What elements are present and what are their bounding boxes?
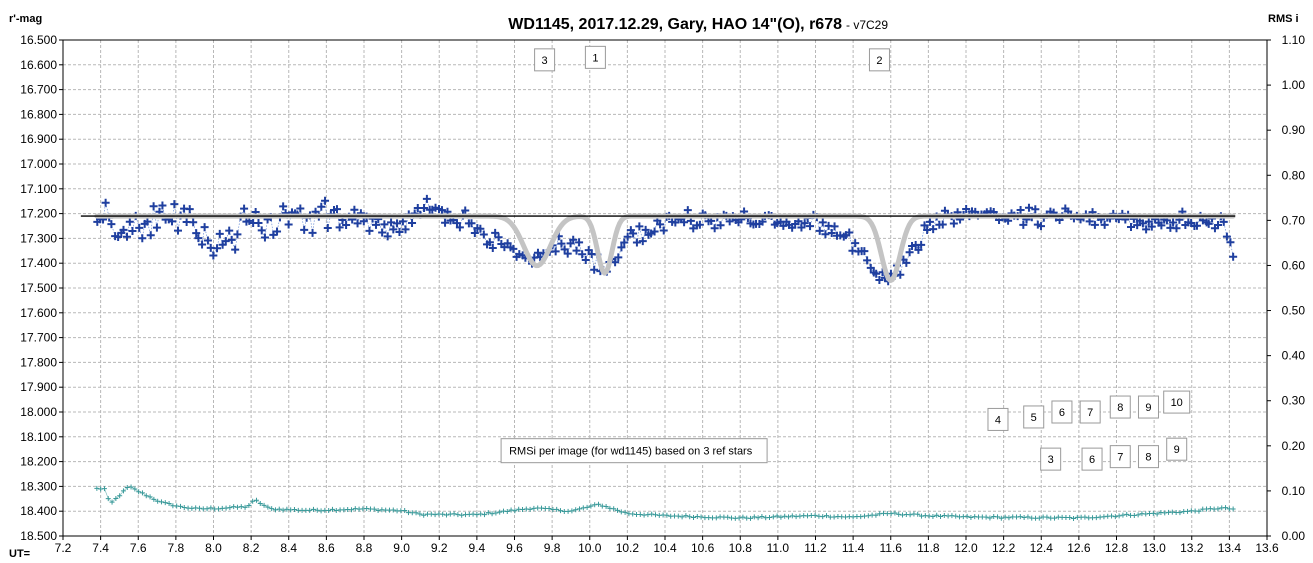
x-tick-label: 7.4 [92,541,109,555]
y-left-tick-label: 16.900 [20,132,57,146]
x-tick-label: 10.6 [691,541,715,555]
y-left-tick-label: 18.400 [20,504,57,518]
y-right-tick-label: 0.30 [1282,394,1306,408]
x-tick-label: 10.4 [653,541,677,555]
x-tick-label: 12.8 [1105,541,1129,555]
x-tick-label: 11.4 [842,541,865,555]
rms-label: 6 [1089,454,1095,466]
x-tick-label: 7.2 [55,541,72,555]
rms-label: 5 [1031,412,1037,424]
x-tick-label: 10.0 [578,541,602,555]
y-right-tick-label: 0.40 [1282,349,1306,363]
x-tick-label: 13.4 [1218,541,1242,555]
x-tick-label: 12.4 [1030,541,1054,555]
x-tick-label: 11.8 [917,541,940,555]
y-left-tick-label: 17.500 [20,281,57,295]
x-tick-label: 13.6 [1255,541,1279,555]
x-tick-label: 8.0 [205,541,222,555]
y-left-tick-label: 17.900 [20,380,57,394]
y-left-tick-label: 17.700 [20,331,57,345]
x-tick-label: 7.8 [168,541,185,555]
x-tick-label: 10.2 [616,541,640,555]
y-left-tick-label: 18.100 [20,430,57,444]
y-left-tick-label: 17.000 [20,157,57,171]
x-tick-label: 9.2 [431,541,448,555]
y-left-tick-label: 16.700 [20,83,57,97]
annotation-text: RMSi per image (for wd1145) based on 3 r… [509,446,753,458]
rms-label: 7 [1117,452,1123,464]
x-tick-label: 12.6 [1067,541,1091,555]
y-left-tick-label: 16.600 [20,58,57,72]
dip-label: 3 [542,55,548,67]
y-axis-right-title: RMS i [1268,13,1299,25]
y-right-tick-label: 0.20 [1282,439,1306,453]
y-left-tick-label: 17.100 [20,182,57,196]
y-right-tick-label: 0.00 [1282,529,1306,543]
x-tick-label: 8.2 [243,541,260,555]
y-right-tick-label: 0.60 [1282,258,1306,272]
rms-label: 9 [1145,402,1151,414]
y-right-tick-label: 0.80 [1282,168,1306,182]
x-axis-title: UT= [9,548,30,560]
x-tick-label: 8.8 [356,541,373,555]
y-right-tick-label: 0.70 [1282,213,1306,227]
rms-label: 8 [1117,402,1123,414]
y-right-tick-label: 1.10 [1282,33,1306,47]
y-left-tick-label: 17.300 [20,231,57,245]
y-right-tick-label: 0.10 [1282,484,1306,498]
x-tick-label: 8.4 [280,541,297,555]
x-tick-label: 7.6 [130,541,147,555]
chart-title: WD1145, 2017.12.29, Gary, HAO 14"(O), r6… [508,16,842,33]
y-left-tick-label: 17.600 [20,306,57,320]
rms-label: 4 [995,414,1001,426]
y-left-tick-label: 18.500 [20,529,57,543]
rms-label: 7 [1087,407,1093,419]
dip-label: 2 [876,55,882,67]
x-tick-label: 9.8 [544,541,561,555]
y-left-tick-label: 17.200 [20,207,57,221]
x-tick-label: 12.2 [992,541,1016,555]
y-axis-left-ticks: 16.500 16.600 16.700 16.800 16.900 17.000 17.1… [20,33,63,543]
chart-subtitle: - v7C29 [846,18,888,32]
y-left-tick-label: 17.800 [20,355,57,369]
x-tick-label: 9.0 [393,541,410,555]
rms-label: 6 [1059,407,1065,419]
y-left-tick-label: 16.800 [20,107,57,121]
x-tick-label: 9.6 [506,541,523,555]
y-left-tick-label: 18.200 [20,455,57,469]
y-right-tick-label: 0.90 [1282,123,1306,137]
rms-label: 10 [1171,397,1183,409]
annotations: RMSi per image (for wd1145) based on 3 r… [501,439,767,463]
x-tick-label: 13.2 [1180,541,1204,555]
x-tick-label: 8.6 [318,541,335,555]
x-tick-label: 10.8 [729,541,753,555]
dip-label: 1 [592,52,598,64]
y-axis-left-title: r'-mag [9,13,42,25]
x-tick-label: 13.0 [1142,541,1166,555]
rms-label: 3 [1048,454,1054,466]
x-tick-label: 11.0 [767,541,790,555]
y-left-tick-label: 18.300 [20,479,57,493]
y-right-tick-label: 1.00 [1282,78,1306,92]
rms-label: 8 [1145,452,1151,464]
rms-label: 9 [1174,444,1180,456]
x-tick-label: 12.0 [954,541,978,555]
x-tick-label: 11.2 [804,541,827,555]
y-left-tick-label: 16.500 [20,33,57,47]
y-left-tick-label: 17.400 [20,256,57,270]
x-tick-label: 11.6 [880,541,903,555]
x-tick-label: 9.4 [469,541,486,555]
y-right-tick-label: 0.50 [1282,304,1306,318]
y-left-tick-label: 18.000 [20,405,57,419]
